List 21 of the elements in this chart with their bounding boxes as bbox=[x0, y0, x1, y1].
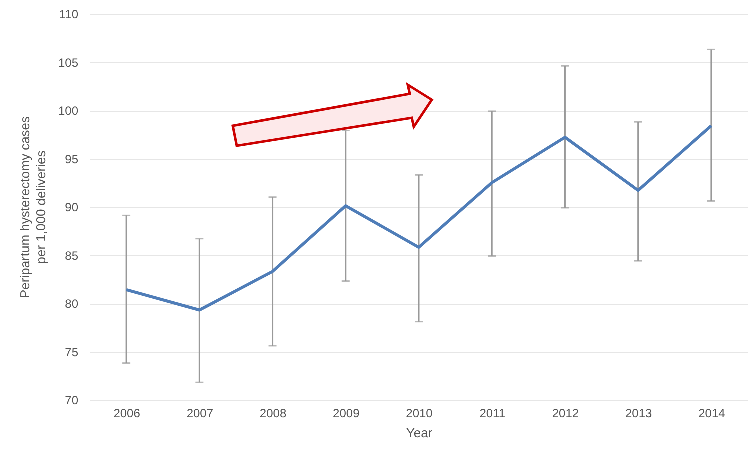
x-tick-label: 2012 bbox=[552, 406, 580, 420]
y-tick-label: 110 bbox=[59, 8, 79, 22]
line-series bbox=[125, 124, 713, 312]
y-tick-label: 100 bbox=[58, 104, 79, 118]
x-tick-label: 2006 bbox=[114, 406, 141, 420]
x-tick-label: 2008 bbox=[260, 406, 287, 420]
x-tick-label: 2014 bbox=[698, 406, 726, 420]
x-tick-label: 2011 bbox=[480, 406, 506, 420]
x-tick-label: 2009 bbox=[333, 406, 360, 420]
x-tick-label: 2010 bbox=[406, 406, 434, 420]
y-tick-label: 85 bbox=[65, 248, 79, 263]
y-tick-label: 80 bbox=[65, 297, 79, 311]
y-tick-label: 70 bbox=[65, 394, 79, 408]
x-tick-label: 2013 bbox=[625, 406, 653, 420]
y-tick-label: 105 bbox=[58, 56, 79, 70]
x-axis-title: Year bbox=[406, 426, 434, 440]
y-tick-label: 95 bbox=[65, 152, 79, 166]
y-tick-label: 90 bbox=[65, 200, 79, 214]
x-tick-label: 2007 bbox=[186, 406, 214, 420]
y-axis-title: Peripartum hysterectomy cases per 1,000 deliveries bbox=[17, 116, 48, 299]
y-tick-label: 75 bbox=[65, 345, 79, 360]
